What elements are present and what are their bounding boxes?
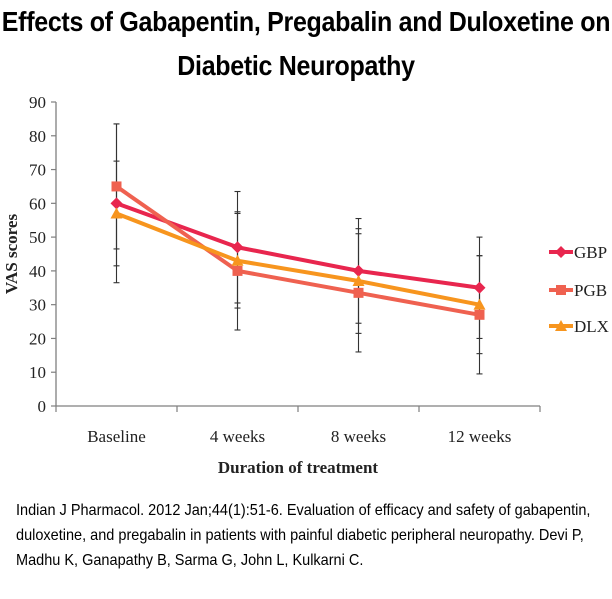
legend-label-dlx: DLX — [574, 317, 609, 336]
legend-marker-pgb — [556, 285, 566, 295]
data-point-gbp — [352, 264, 365, 277]
legend-marker-dlx — [555, 320, 567, 331]
y-tick-label: 80 — [29, 127, 46, 146]
x-tick-label: Baseline — [87, 427, 146, 446]
data-point-pgb — [232, 265, 243, 276]
data-point-gbp — [473, 281, 486, 294]
x-axis-title: Duration of treatment — [218, 458, 379, 477]
data-point-gbp — [110, 197, 123, 210]
y-tick-label: 20 — [29, 329, 46, 348]
data-point-dlx — [110, 207, 123, 219]
y-tick-label: 30 — [29, 296, 46, 315]
y-tick-label: 70 — [29, 161, 46, 180]
x-tick-label: 12 weeks — [448, 427, 512, 446]
citation-caption: Indian J Pharmacol. 2012 Jan;44(1):51-6.… — [16, 502, 591, 570]
series-line-pgb — [115, 184, 480, 317]
series-line-gbp — [115, 201, 480, 290]
y-tick-label: 90 — [29, 93, 46, 112]
data-point-pgb — [353, 287, 364, 298]
line-chart: 0 10 20 30 40 50 60 70 80 90 Baseline 4 weeks 8 week… — [2, 93, 609, 477]
data-point-gbp — [231, 241, 244, 254]
y-tick-label: 50 — [29, 228, 46, 247]
series-line-dlx — [115, 211, 480, 307]
data-point-pgb — [111, 181, 122, 192]
x-tick-label: 8 weeks — [331, 427, 386, 446]
y-tick-label: 10 — [29, 363, 46, 382]
data-point-dlx — [352, 275, 365, 287]
data-point-dlx — [231, 254, 244, 266]
legend-marker-gbp — [555, 246, 567, 258]
legend-label-gbp: GBP — [574, 243, 607, 262]
chart-title-line-1: Effects of Gabapentin, Pregabalin and Du… — [1, 6, 611, 38]
chart-title-line-2: Diabetic Neuropathy — [177, 50, 415, 82]
y-axis-title: VAS scores — [2, 214, 21, 295]
y-tick-label: 60 — [29, 194, 46, 213]
data-point-dlx — [473, 298, 486, 310]
legend-label-pgb: PGB — [574, 281, 607, 300]
x-tick-label: 4 weeks — [210, 427, 265, 446]
y-tick-label: 40 — [29, 262, 46, 281]
y-tick-label: 0 — [38, 397, 47, 416]
data-point-pgb — [474, 309, 485, 320]
